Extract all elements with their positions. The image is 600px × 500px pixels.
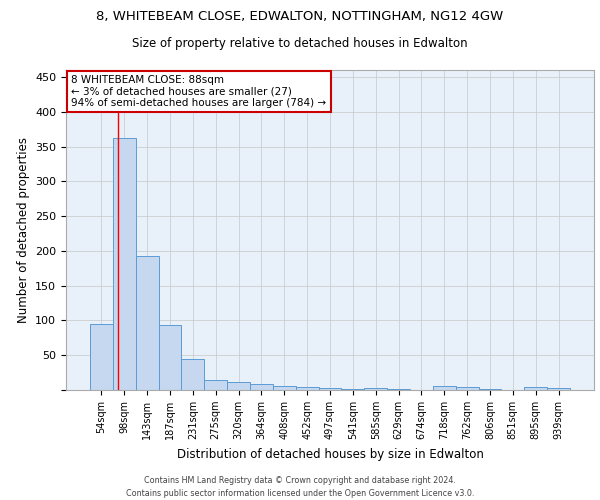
Bar — [204, 380, 227, 390]
Bar — [158, 326, 181, 390]
X-axis label: Distribution of detached houses by size in Edwalton: Distribution of detached houses by size … — [176, 448, 484, 460]
Bar — [319, 388, 341, 390]
Bar — [341, 388, 364, 390]
Bar — [90, 324, 113, 390]
Bar — [456, 387, 479, 390]
Bar — [181, 358, 204, 390]
Bar — [273, 386, 296, 390]
Bar — [113, 138, 136, 390]
Bar — [387, 388, 410, 390]
Bar — [479, 388, 502, 390]
Bar — [364, 388, 387, 390]
Text: 8 WHITEBEAM CLOSE: 88sqm
← 3% of detached houses are smaller (27)
94% of semi-de: 8 WHITEBEAM CLOSE: 88sqm ← 3% of detache… — [71, 75, 326, 108]
Y-axis label: Number of detached properties: Number of detached properties — [17, 137, 29, 323]
Text: Size of property relative to detached houses in Edwalton: Size of property relative to detached ho… — [132, 38, 468, 51]
Bar — [227, 382, 250, 390]
Bar — [136, 256, 158, 390]
Text: 8, WHITEBEAM CLOSE, EDWALTON, NOTTINGHAM, NG12 4GW: 8, WHITEBEAM CLOSE, EDWALTON, NOTTINGHAM… — [97, 10, 503, 23]
Bar — [524, 387, 547, 390]
Bar — [296, 387, 319, 390]
Text: Contains HM Land Registry data © Crown copyright and database right 2024.
Contai: Contains HM Land Registry data © Crown c… — [126, 476, 474, 498]
Bar — [547, 388, 570, 390]
Bar — [433, 386, 456, 390]
Bar — [250, 384, 273, 390]
